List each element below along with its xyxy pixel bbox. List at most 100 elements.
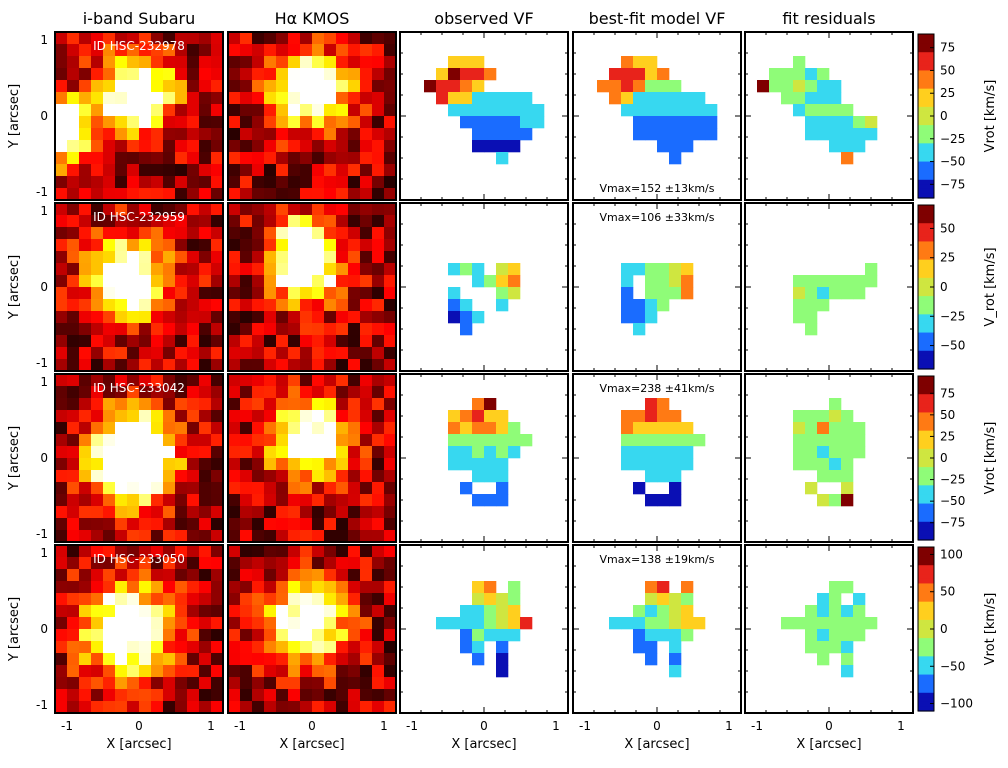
flux-pixel	[175, 152, 188, 165]
flux-pixel	[300, 239, 313, 252]
flux-pixel	[288, 335, 301, 348]
flux-pixel	[163, 689, 176, 702]
flux-pixel	[187, 653, 200, 666]
flux-pixel	[336, 422, 349, 435]
flux-pixel	[228, 641, 241, 654]
flux-pixel	[79, 665, 92, 678]
flux-pixel	[115, 203, 128, 216]
flux-pixel	[211, 470, 224, 483]
velocity-pixel	[841, 482, 854, 495]
flux-pixel	[187, 323, 200, 336]
flux-pixel	[240, 188, 253, 201]
velocity-pixel	[793, 422, 806, 435]
flux-pixel	[115, 188, 128, 201]
flux-pixel	[336, 32, 349, 45]
velocity-pixel	[472, 398, 485, 411]
flux-pixel	[79, 458, 92, 471]
flux-pixel	[163, 68, 176, 81]
velocity-pixel	[657, 422, 670, 435]
flux-pixel	[300, 494, 313, 507]
velocity-pixel	[669, 446, 682, 459]
flux-pixel	[228, 374, 241, 387]
x-tick-label: 1	[897, 719, 905, 733]
flux-pixel	[252, 482, 265, 495]
velocity-pixel	[669, 653, 682, 666]
flux-pixel	[276, 689, 289, 702]
flux-pixel	[67, 215, 80, 228]
velocity-pixel	[496, 653, 509, 666]
flux-pixel	[324, 458, 337, 471]
flux-pixel	[372, 227, 385, 240]
flux-pixel	[348, 386, 361, 399]
flux-pixel	[79, 617, 92, 630]
colorbar-band	[918, 79, 934, 85]
velocity-pixel	[657, 593, 670, 606]
velocity-pixel	[853, 116, 866, 129]
flux-pixel	[115, 545, 128, 558]
flux-pixel	[175, 422, 188, 435]
flux-pixel	[336, 80, 349, 93]
flux-pixel	[348, 629, 361, 642]
colorbar-band	[918, 578, 934, 585]
flux-pixel	[127, 104, 140, 117]
velocity-pixel	[496, 140, 509, 153]
flux-pixel	[336, 494, 349, 507]
flux-pixel	[91, 164, 104, 177]
flux-pixel	[115, 359, 128, 372]
flux-pixel	[91, 80, 104, 93]
flux-pixel	[211, 92, 224, 105]
flux-pixel	[336, 152, 349, 165]
flux-pixel	[151, 617, 164, 630]
flux-pixel	[228, 32, 241, 45]
flux-pixel	[360, 140, 373, 153]
velocity-pixel	[865, 263, 878, 276]
flux-pixel	[360, 299, 373, 312]
flux-pixel	[175, 374, 188, 387]
velocity-pixel	[841, 140, 854, 153]
axis-labels: -1 0 1X [arcsec]-1 0 1X [arcsec]-1 0 1X [arcse…	[61, 719, 905, 752]
flux-pixel	[199, 80, 212, 93]
flux-pixel	[67, 617, 80, 630]
colorbar-band	[918, 688, 934, 694]
flux-pixel	[187, 203, 200, 216]
flux-pixel	[336, 104, 349, 117]
flux-pixel	[163, 545, 176, 558]
flux-pixel	[211, 44, 224, 57]
flux-pixel	[127, 32, 140, 45]
velocity-pixel	[633, 446, 646, 459]
velocity-pixel	[496, 494, 509, 507]
flux-pixel	[228, 386, 241, 399]
flux-pixel	[312, 665, 325, 678]
flux-pixel	[139, 482, 152, 495]
flux-pixel	[228, 359, 241, 372]
colorbar-band	[918, 706, 934, 712]
flux-pixel	[67, 56, 80, 69]
flux-pixel	[139, 299, 152, 312]
flux-pixel	[103, 677, 116, 690]
flux-pixel	[127, 263, 140, 276]
flux-pixel	[199, 605, 212, 618]
flux-pixel	[127, 482, 140, 495]
velocity-pixel	[657, 263, 670, 276]
flux-pixel	[264, 422, 277, 435]
flux-pixel	[187, 470, 200, 483]
colorbar-label: Vrot [km/s]	[983, 593, 998, 666]
flux-pixel	[336, 482, 349, 495]
flux-pixel	[199, 470, 212, 483]
flux-pixel	[288, 56, 301, 69]
flux-pixel	[240, 701, 253, 714]
flux-pixel	[324, 605, 337, 618]
velocity-pixel	[841, 104, 854, 117]
flux-pixel	[163, 374, 176, 387]
flux-pixel	[199, 176, 212, 189]
flux-pixel	[300, 569, 313, 582]
halpha-panel	[227, 31, 397, 201]
flux-pixel	[312, 422, 325, 435]
flux-pixel	[348, 677, 361, 690]
flux-pixel	[127, 593, 140, 606]
flux-pixel	[300, 518, 313, 531]
flux-pixel	[264, 176, 277, 189]
flux-pixel	[276, 275, 289, 288]
flux-pixel	[163, 164, 176, 177]
flux-pixel	[115, 653, 128, 666]
